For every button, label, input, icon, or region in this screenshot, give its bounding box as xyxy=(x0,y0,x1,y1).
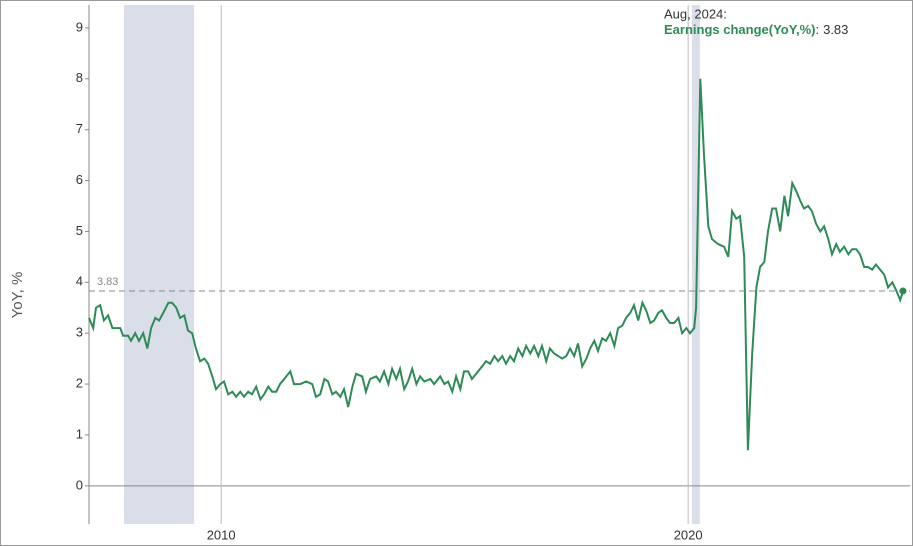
background-layer xyxy=(89,5,910,524)
x-tick-label: 2010 xyxy=(207,527,236,542)
y-tick-label: 2 xyxy=(76,376,83,391)
series-line xyxy=(88,78,904,451)
last-point xyxy=(899,287,907,295)
tooltip-series: Earnings change(YoY,%) xyxy=(664,22,815,37)
x-tick-label: 2020 xyxy=(674,527,703,542)
y-tick-label: 1 xyxy=(76,426,83,441)
y-tick-label: 4 xyxy=(76,274,83,289)
y-tick-label: 8 xyxy=(76,70,83,85)
y-tick-label: 7 xyxy=(76,121,83,136)
tooltip-line: Earnings change(YoY,%): 3.83 xyxy=(664,22,848,37)
y-tick-label: 0 xyxy=(76,477,83,492)
recession-band xyxy=(691,5,700,524)
foreground-layer: 0 1 2 3 4 5 6 7 8 9 2010 2020 3.83 xyxy=(76,5,910,542)
tooltip-value: 3.83 xyxy=(823,22,848,37)
y-tick-label: 9 xyxy=(76,19,83,34)
tooltip-separator: : xyxy=(815,22,819,37)
reference-label: 3.83 xyxy=(97,276,118,288)
y-tick-label: 3 xyxy=(76,325,83,340)
recession-band xyxy=(124,5,195,524)
tooltip-date: Aug, 2024: xyxy=(664,6,727,21)
y-tick-label: 6 xyxy=(76,172,83,187)
y-axis-label: YoY, % xyxy=(9,272,26,319)
y-tick-label: 5 xyxy=(76,223,83,238)
